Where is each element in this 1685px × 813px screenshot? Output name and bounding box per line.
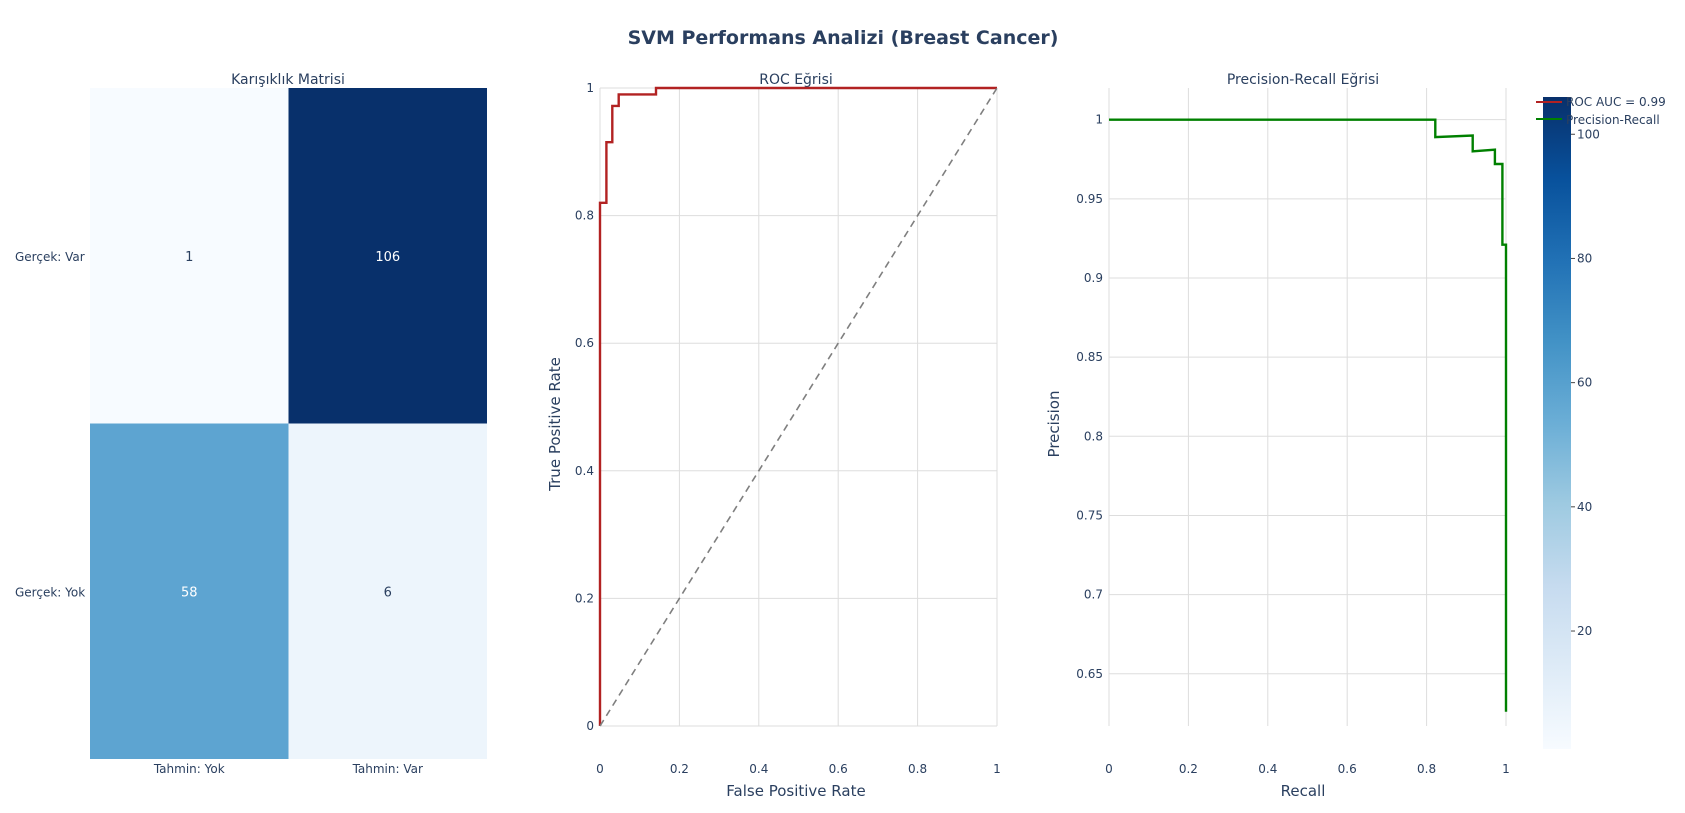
y-tick-label: 0.65 — [1076, 667, 1103, 681]
y-tick-label: 0.75 — [1076, 508, 1103, 522]
heatmap-cell — [288, 423, 487, 759]
y-tick-label: 1 — [1095, 113, 1103, 127]
legend[interactable]: ROC AUC = 0.99 Precision-Recall — [1536, 95, 1666, 127]
x-tick-label: 1 — [1502, 762, 1510, 776]
x-tick-label: 0.8 — [1417, 762, 1436, 776]
y-tick-label: 0.9 — [1084, 271, 1103, 285]
x-tick-label: 0.2 — [670, 762, 689, 776]
roc-series — [598, 86, 998, 727]
confusion-matrix-title: Karışıklık Matrisi — [231, 72, 345, 88]
x-tick-label: 0.4 — [1258, 762, 1277, 776]
diagonal-reference-line — [599, 87, 998, 727]
heatmap-y-tick-label: Gerçek: Var — [15, 250, 85, 264]
series-line — [598, 86, 997, 726]
x-tick-label: 0.8 — [908, 762, 927, 776]
x-tick-label: 1 — [993, 762, 1001, 776]
x-tick-label: 0.2 — [1179, 762, 1198, 776]
roc-x-axis-label: False Positive Rate — [726, 782, 865, 800]
y-tick-label: 0.4 — [575, 464, 594, 478]
pr-x-axis-label: Recall — [1281, 782, 1326, 800]
colorbar-tick-label: 20 — [1577, 624, 1592, 638]
heatmap-cell — [90, 423, 289, 759]
x-tick-label: 0.4 — [749, 762, 768, 776]
heatmap-x-tick-label: Tahmin: Yok — [153, 762, 225, 776]
confusion-matrix-heatmap: 1 106 58 6 Tahmin: Yok Tahmin: Var Gerçek: Var… — [15, 88, 487, 776]
x-tick-label: 0 — [596, 762, 604, 776]
pr-title: Precision-Recall Eğrisi — [1227, 72, 1379, 88]
heatmap-cell-label: 1 — [185, 250, 193, 265]
colorbar-tick-label: 100 — [1577, 127, 1600, 141]
y-tick-label: 0.8 — [575, 209, 594, 223]
heatmap-cell — [288, 88, 487, 424]
y-tick-label: 0.7 — [1084, 588, 1103, 602]
y-tick-label: 0.85 — [1076, 350, 1103, 364]
pr-tick-labels: 0 0.2 0.4 0.6 0.8 1 0.65 0.7 0.75 0.8 0.85 0.9 0.95 1 — [1076, 113, 1510, 776]
y-tick-label: 0.8 — [1084, 429, 1103, 443]
colorbar-tick-label: 60 — [1577, 376, 1592, 390]
pr-grid — [1108, 88, 1507, 726]
colorbar: 20 40 60 80 100 — [1543, 97, 1600, 749]
colorbar-tick-label: 80 — [1577, 251, 1592, 265]
roc-y-axis-label: True Positive Rate — [546, 357, 564, 492]
legend-item-roc[interactable]: ROC AUC = 0.99 — [1566, 95, 1666, 109]
y-tick-label: 0.6 — [575, 336, 594, 350]
y-tick-label: 0 — [586, 719, 594, 733]
x-tick-label: 0.6 — [829, 762, 848, 776]
y-tick-label: 1 — [586, 81, 594, 95]
colorbar-tick-label: 40 — [1577, 500, 1592, 514]
heatmap-cell-label: 106 — [375, 250, 400, 265]
colorbar-bar — [1543, 97, 1571, 749]
series-line — [1109, 118, 1508, 712]
pr-series — [1109, 118, 1508, 712]
legend-item-pr[interactable]: Precision-Recall — [1566, 113, 1660, 127]
roc-tick-labels: 0 0.2 0.4 0.6 0.8 1 0 0.2 0.4 0.6 0.8 1 — [575, 81, 1001, 776]
y-tick-label: 0.95 — [1076, 192, 1103, 206]
pr-y-axis-label: Precision — [1045, 391, 1063, 458]
heatmap-cell — [90, 88, 289, 424]
figure-title: SVM Performans Analizi (Breast Cancer) — [628, 27, 1059, 49]
roc-title: ROC Eğrisi — [759, 72, 833, 88]
heatmap-y-tick-label: Gerçek: Yok — [15, 585, 85, 599]
y-tick-label: 0.2 — [575, 591, 594, 605]
heatmap-cell-label: 6 — [384, 585, 392, 600]
heatmap-cell-label: 58 — [181, 585, 198, 600]
heatmap-x-tick-label: Tahmin: Var — [352, 762, 423, 776]
x-tick-label: 0 — [1105, 762, 1113, 776]
x-tick-label: 0.6 — [1338, 762, 1357, 776]
